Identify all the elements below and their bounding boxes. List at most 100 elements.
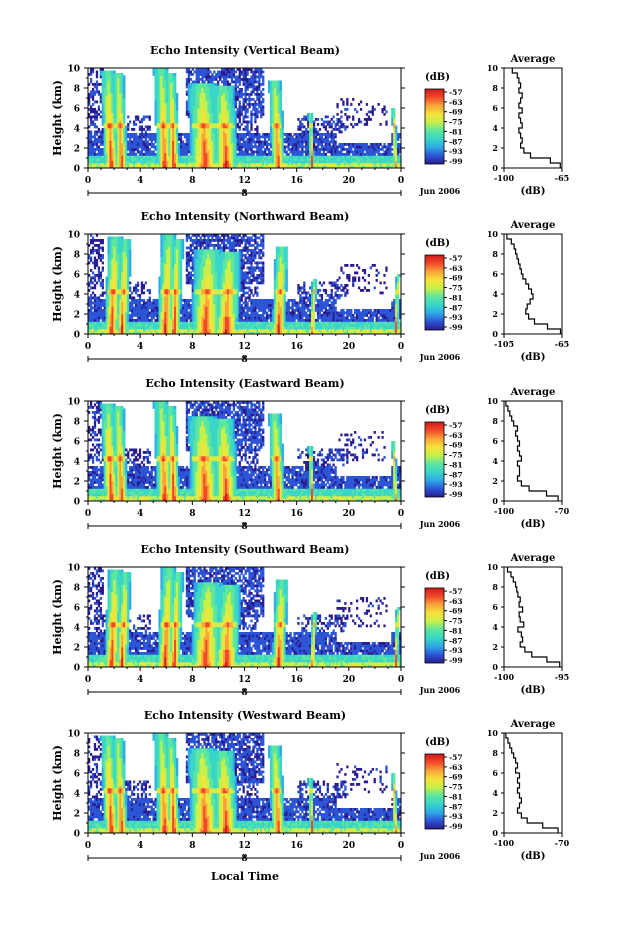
heatmap-cell (359, 150, 363, 154)
heatmap-cell (203, 150, 206, 154)
heatmap-cell (172, 120, 175, 124)
heatmap-cell (295, 145, 298, 149)
heatmap-cell (144, 329, 147, 332)
heatmap-cell (275, 115, 279, 119)
heatmap-cell (127, 160, 130, 164)
heatmap-cell (232, 108, 236, 111)
heatmap-cell (213, 133, 216, 136)
heatmap-cell (148, 291, 151, 295)
heatmap-cell (330, 125, 333, 129)
heatmap-cell (342, 125, 345, 129)
heatmap-cell (154, 138, 157, 141)
heatmap-cell (117, 304, 120, 307)
heatmap-cell (140, 324, 144, 327)
heatmap-cell (363, 148, 367, 151)
heatmap-cell (191, 140, 194, 144)
heatmap-cell (287, 133, 290, 136)
heatmap-cell (205, 70, 208, 74)
heatmap-cell (93, 259, 97, 262)
heatmap-cell (215, 73, 218, 76)
heatmap-cell (136, 289, 140, 292)
heatmap-cell (107, 326, 110, 330)
heatmap-cell (330, 130, 333, 134)
heatmap-cell (301, 135, 304, 139)
heatmap-cell (89, 78, 93, 81)
heatmap-cell (152, 70, 155, 74)
heatmap-cell (242, 118, 245, 121)
heatmap-cell (230, 145, 234, 149)
heatmap-cell (88, 95, 91, 99)
heatmap-cell (123, 115, 126, 119)
heatmap-cell (234, 158, 237, 161)
heatmap-cell (201, 90, 204, 94)
heatmap-cell (117, 100, 120, 104)
heatmap-cell (154, 70, 157, 74)
heatmap-cell (230, 165, 234, 169)
heatmap-cell (346, 155, 349, 159)
heatmap-cell (132, 145, 136, 149)
heatmap-cell (244, 145, 247, 149)
heatmap-cell (273, 123, 277, 126)
heatmap-cell (209, 98, 212, 101)
heatmap-cell (115, 326, 118, 330)
heatmap-cell (199, 120, 202, 124)
heatmap-cell (150, 314, 153, 317)
heatmap-cell (119, 95, 122, 99)
heatmap-cell (383, 145, 386, 149)
heatmap-cell (91, 145, 95, 149)
heatmap-cell (273, 143, 277, 146)
heatmap-cell (291, 145, 294, 149)
heatmap-cell (101, 85, 104, 89)
heatmap-cell (121, 85, 124, 89)
heatmap-cell (142, 128, 146, 131)
heatmap-cell (297, 145, 300, 149)
heatmap-cell (117, 115, 120, 119)
heatmap-cell (109, 128, 112, 131)
heatmap-cell (179, 135, 183, 139)
heatmap-cell (299, 143, 302, 146)
heatmap-cell (240, 95, 243, 99)
heatmap-cell (119, 143, 122, 146)
heatmap-cell (99, 284, 102, 287)
heatmap-cell (267, 88, 271, 91)
heatmap-cell (97, 329, 101, 332)
heatmap-cell (277, 88, 281, 91)
heatmap-cell (154, 80, 157, 84)
heatmap-cell (324, 148, 327, 151)
heatmap-cell (275, 155, 279, 159)
heatmap-cell (381, 160, 384, 164)
heatmap-cell (226, 160, 230, 164)
heatmap-cell (125, 130, 128, 134)
heatmap-cell (101, 140, 104, 144)
heatmap-cell (129, 286, 132, 290)
heatmap-cell (219, 100, 222, 104)
heatmap-cell (95, 314, 99, 317)
heatmap-cell (244, 83, 247, 86)
heatmap-cell (224, 163, 228, 166)
heatmap-cell (99, 100, 102, 104)
heatmap-cell (365, 150, 369, 154)
heatmap-cell (279, 85, 282, 89)
heatmap-cell (369, 118, 372, 121)
heatmap-cell (119, 160, 122, 164)
heatmap-cell (131, 155, 134, 159)
heatmap-cell (156, 85, 159, 89)
heatmap-cell (209, 140, 212, 144)
heatmap-cell (160, 299, 163, 302)
heatmap-cell (224, 140, 228, 144)
heatmap-cell (252, 103, 255, 106)
heatmap-cell (185, 90, 189, 94)
heatmap-cell (252, 133, 255, 136)
heatmap-cell (97, 271, 101, 275)
heatmap-cell (213, 158, 216, 161)
heatmap-cell (95, 329, 99, 332)
heatmap-cell (176, 115, 179, 119)
heatmap-cell (312, 150, 316, 154)
heatmap-cell (213, 163, 216, 166)
heatmap-cell (99, 140, 102, 144)
heatmap-cell (318, 138, 322, 141)
heatmap-cell (277, 120, 281, 124)
heatmap-cell (267, 135, 271, 139)
heatmap-cell (279, 88, 282, 91)
heatmap-cell (142, 301, 146, 305)
